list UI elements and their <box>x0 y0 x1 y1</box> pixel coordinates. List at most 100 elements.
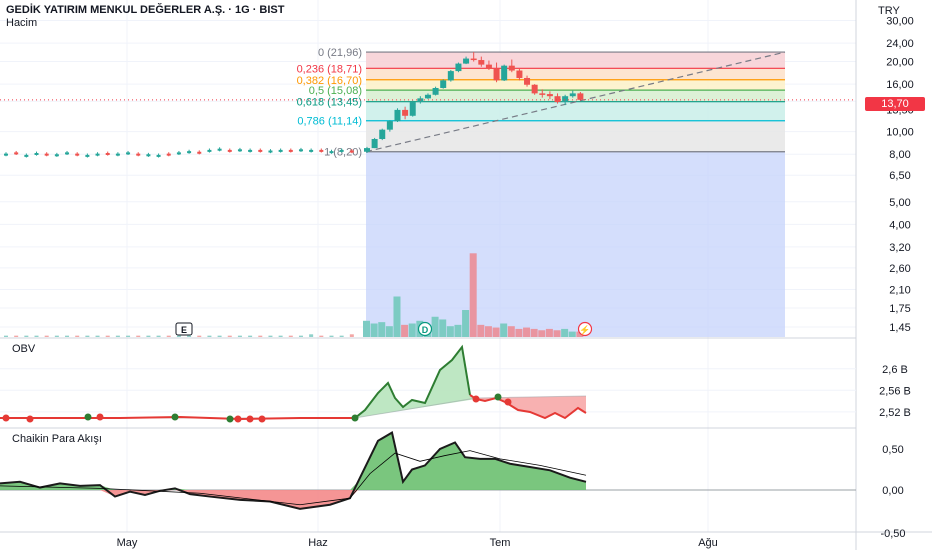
obv-line-up <box>354 344 471 419</box>
candle <box>569 93 576 97</box>
candle <box>447 71 454 81</box>
volume-bar <box>248 335 253 337</box>
fib-zone <box>366 101 785 121</box>
volume-bar <box>446 326 454 337</box>
candle <box>298 149 303 152</box>
fib-level-label: 1 (8,20) <box>324 147 362 159</box>
candle <box>85 154 90 157</box>
obv-cross-dot <box>246 415 254 423</box>
obv-label[interactable]: OBV <box>12 343 36 355</box>
obv-line-down <box>469 394 587 420</box>
candle <box>577 93 584 100</box>
volume-bar <box>166 335 171 337</box>
candle <box>562 96 569 103</box>
candle <box>126 152 131 155</box>
volume-bar <box>187 335 192 337</box>
price-tick-label: 1,75 <box>889 303 910 315</box>
candle <box>349 150 354 153</box>
volume-bar <box>217 335 222 337</box>
cmf-negative-area <box>0 490 586 509</box>
candle <box>278 149 283 152</box>
candle <box>409 102 416 116</box>
volume-bar <box>363 320 370 337</box>
volume-bar <box>561 328 569 337</box>
volume-bar <box>34 335 39 337</box>
price-tick-label: 20,00 <box>886 57 914 69</box>
volume-bar <box>484 326 492 337</box>
obv-cross-dot <box>26 415 34 423</box>
candle <box>508 65 515 71</box>
obv-cross-dot <box>472 395 480 403</box>
volume-bar <box>75 335 80 337</box>
volume-bar <box>126 335 131 337</box>
volume-bar <box>309 334 314 337</box>
fib-level-label: 0,618 (13,45) <box>297 97 362 109</box>
volume-bar <box>454 324 462 337</box>
volume-bar <box>408 323 416 337</box>
obv-cross-dot <box>258 415 266 423</box>
obv-tick-label: 2,52 B <box>879 407 911 419</box>
obv-cross-dot <box>504 398 512 406</box>
candle <box>531 84 538 94</box>
volume-bar <box>54 335 59 337</box>
candle <box>386 121 393 130</box>
candle <box>176 152 181 155</box>
price-tick-label: 4,00 <box>889 219 910 231</box>
candle <box>309 149 314 152</box>
candle <box>402 109 409 116</box>
candle <box>432 87 439 95</box>
volume-bar <box>568 331 576 337</box>
candle <box>95 153 100 156</box>
obv-cross-dot <box>234 415 242 423</box>
price-tick-label: 8,00 <box>889 149 910 161</box>
svg-text:E: E <box>181 325 187 335</box>
obv-cross-dot <box>494 393 502 401</box>
earnings-marker: E <box>175 322 193 336</box>
volume-bar <box>146 335 151 337</box>
volume-bar <box>538 330 546 337</box>
candle <box>455 63 462 72</box>
volume-bar <box>401 324 409 337</box>
volume-bar <box>329 335 334 337</box>
fib-level-label: 0,382 (16,70) <box>297 75 362 87</box>
price-tick-label: 2,60 <box>889 263 910 275</box>
cmf-label[interactable]: Chaikin Para Akışı <box>12 433 102 445</box>
candle <box>364 148 370 152</box>
candle <box>24 154 29 157</box>
volume-bar <box>431 316 439 337</box>
fib-zone <box>366 52 785 69</box>
volume-bar <box>95 335 100 337</box>
candle <box>539 93 546 95</box>
volume-bar <box>258 335 263 337</box>
cmf-tick-label: 0,50 <box>882 444 903 456</box>
volume-bar <box>237 335 242 337</box>
cmf-signal-line <box>0 450 587 506</box>
volume-bar <box>319 335 324 337</box>
dividend-marker: D <box>417 321 433 337</box>
obv-tick-label: 2,56 B <box>879 385 911 397</box>
candle <box>379 129 386 140</box>
price-tick-label: 10,00 <box>886 127 914 139</box>
candle <box>516 70 523 78</box>
candle <box>339 149 344 152</box>
time-tick-label: Ağu <box>698 537 718 549</box>
symbol-title[interactable]: GEDİK YATIRIM MENKUL DEĞERLER A.Ş. · 1G … <box>6 4 285 16</box>
candle <box>248 149 253 152</box>
obv-cross-dot <box>226 415 234 423</box>
volume-bar <box>500 323 508 337</box>
candle <box>501 65 508 81</box>
volume-bar <box>349 334 354 337</box>
volume-bar <box>515 328 523 337</box>
candle <box>319 149 324 152</box>
time-tick-label: May <box>117 537 138 549</box>
volume-label: Hacim <box>6 17 38 29</box>
trend-line <box>365 51 786 153</box>
candle <box>524 77 531 85</box>
fib-level-label: 0 (21,96) <box>318 47 362 59</box>
obv-line-down <box>0 415 355 421</box>
volume-bar <box>197 335 202 337</box>
obv-cross-dot <box>171 413 179 421</box>
fib-zone <box>366 120 785 152</box>
volume-bar <box>439 319 447 337</box>
